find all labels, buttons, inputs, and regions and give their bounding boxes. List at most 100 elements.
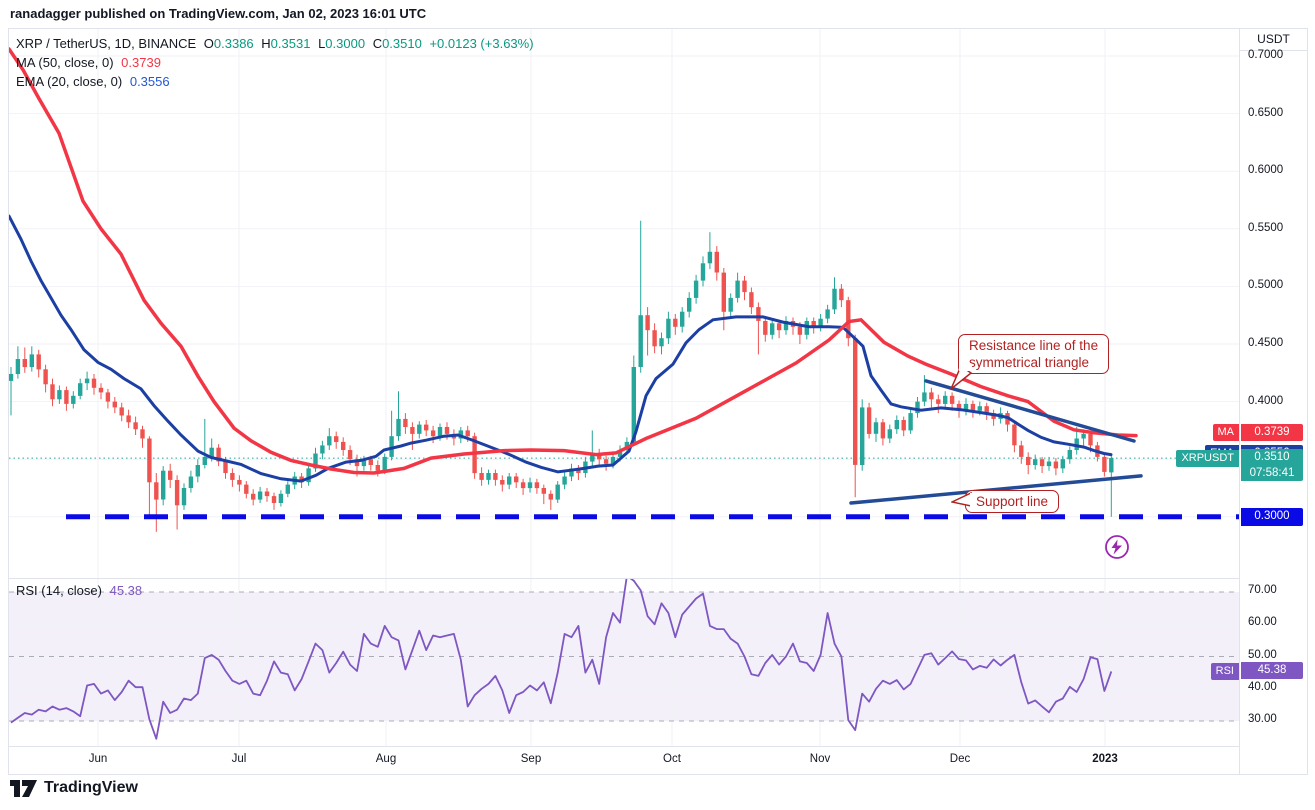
candle-body xyxy=(839,288,844,301)
ema-label: EMA (20, close, 0) xyxy=(16,74,123,89)
candle-body xyxy=(437,427,443,437)
candle-body xyxy=(15,359,21,374)
candle-body xyxy=(721,272,726,312)
candle-body xyxy=(949,395,955,404)
candle-body xyxy=(50,384,55,400)
candle-body xyxy=(84,378,90,384)
candle-body xyxy=(71,395,76,404)
time-label-oct: Oct xyxy=(663,753,681,765)
candle-body xyxy=(590,453,595,462)
candle-body xyxy=(375,465,380,471)
lightning-icon[interactable] xyxy=(1104,534,1130,560)
rsi-legend[interactable]: RSI (14, close) 45.38 xyxy=(16,581,142,600)
candle-body xyxy=(1088,433,1093,446)
candle-body xyxy=(534,482,540,489)
candle-body xyxy=(202,456,207,465)
ema20-line[interactable] xyxy=(9,214,1113,483)
candle-body xyxy=(1109,458,1114,473)
candle-body xyxy=(735,280,740,298)
candle-body xyxy=(1033,459,1038,465)
legend-symbol-row[interactable]: XRP / TetherUS, 1D, BINANCE O0.3386 H0.3… xyxy=(16,34,534,53)
time-label-jun: Jun xyxy=(88,753,108,765)
candle-body xyxy=(929,392,934,400)
publish-title: ranadagger published on TradingView.com,… xyxy=(10,6,427,21)
candle-body xyxy=(389,436,394,457)
candle-body xyxy=(140,429,145,439)
candle-body xyxy=(666,318,671,339)
candle-body xyxy=(673,318,678,327)
ma50-line[interactable] xyxy=(9,47,1138,475)
candle-body xyxy=(354,459,360,467)
candle-body xyxy=(728,297,733,312)
price-tick: 0.4500 xyxy=(1248,337,1284,349)
candle-body xyxy=(1053,461,1059,469)
candle-body xyxy=(659,338,664,347)
candle-body xyxy=(901,420,906,431)
candle-body xyxy=(652,330,657,347)
candle-body xyxy=(873,422,879,434)
rsi-line[interactable] xyxy=(10,579,1113,740)
annotation-support-callout[interactable]: Support line xyxy=(951,490,1060,513)
candle-body xyxy=(520,482,526,489)
resistance-trendline[interactable] xyxy=(924,379,1136,443)
price-legend[interactable]: XRP / TetherUS, 1D, BINANCE O0.3386 H0.3… xyxy=(16,34,534,91)
price-axis[interactable]: USDT 0.7000 0.6500 0.6000 0.5500 0.5000 0.450… xyxy=(1239,29,1307,774)
legend-ema-row[interactable]: EMA (20, close, 0) 0.3556 xyxy=(16,72,534,91)
candle-body xyxy=(610,456,616,464)
candle-body xyxy=(29,354,34,368)
candle-body xyxy=(763,321,768,335)
rsi-label: RSI (14, close) xyxy=(16,583,102,598)
candle-body xyxy=(514,476,519,483)
time-axis[interactable]: Jun Jul Aug Sep Oct Nov Dec 2023 xyxy=(9,746,1239,774)
candle-body xyxy=(78,383,83,396)
price-tick: 0.5500 xyxy=(1248,222,1284,234)
candle-body xyxy=(742,280,747,293)
level-axis-value: 0.3000 xyxy=(1241,507,1303,526)
ohlc-h-letter: H xyxy=(261,36,271,51)
candle-body xyxy=(638,315,643,367)
ohlc-o-value: 0.3386 xyxy=(213,36,254,51)
tradingview-logo[interactable]: TradingView xyxy=(10,779,138,797)
rsi-pane[interactable]: RSI (14, close) 45.38 RSI xyxy=(9,578,1239,747)
candle-body xyxy=(244,484,249,494)
candle-body xyxy=(1026,456,1031,465)
candle-body xyxy=(922,392,927,402)
candle-body xyxy=(216,447,221,462)
price-pane[interactable]: XRP / TetherUS, 1D, BINANCE O0.3386 H0.3… xyxy=(9,29,1239,578)
candle-body xyxy=(853,338,858,465)
candle-body xyxy=(846,300,851,339)
ohlc-c-value: 0.3510 xyxy=(382,36,422,51)
candle-body xyxy=(894,420,899,430)
ma-tag: MA xyxy=(1212,423,1239,441)
candle-body xyxy=(700,263,706,281)
support-trendline[interactable] xyxy=(849,474,1143,505)
candle-body xyxy=(313,453,318,469)
rsi-chart[interactable] xyxy=(9,579,1239,747)
candle-body xyxy=(251,493,256,500)
candle-body xyxy=(527,482,533,489)
candle-body xyxy=(278,493,284,503)
axis-currency-label: USDT xyxy=(1240,29,1307,51)
callout-tail-icon xyxy=(950,365,973,390)
rsi-tag: RSI xyxy=(1210,663,1239,681)
candle-body xyxy=(770,323,775,335)
candle-body xyxy=(9,374,14,381)
candle-body xyxy=(714,251,719,273)
annotation-support-text: Support line xyxy=(976,494,1049,509)
candle-body xyxy=(444,427,450,434)
annotation-resistance-callout[interactable]: Resistance line of the symmetrical trian… xyxy=(950,334,1110,390)
candle-body xyxy=(133,422,138,430)
rsi-tick: 30.00 xyxy=(1248,713,1277,725)
candle-body xyxy=(555,484,560,500)
candle-body xyxy=(154,482,159,500)
candle-body xyxy=(887,429,892,439)
legend-ma-row[interactable]: MA (50, close, 0) 0.3739 xyxy=(16,53,534,72)
candle-body xyxy=(334,436,339,442)
candle-body xyxy=(783,321,789,331)
time-label-2023: 2023 xyxy=(1092,753,1118,765)
candle-body xyxy=(541,488,546,494)
candle-body xyxy=(749,292,754,308)
candle-body xyxy=(188,476,194,488)
candle-body xyxy=(707,251,713,264)
